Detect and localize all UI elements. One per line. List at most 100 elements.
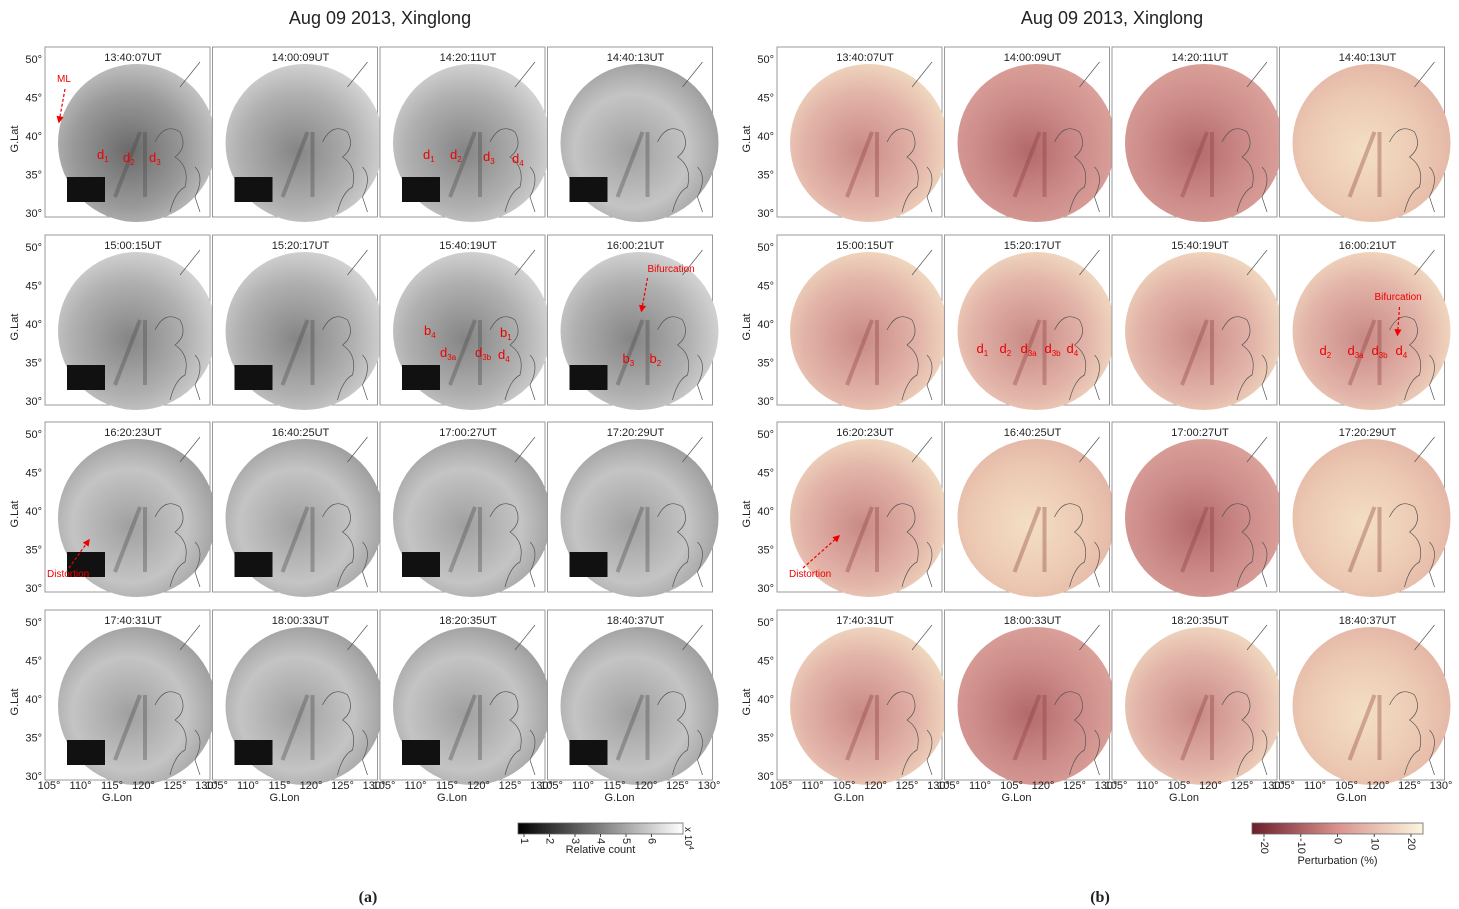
lat-tick-label: 35° [757, 733, 774, 745]
tile: 13:40:07UT [777, 47, 948, 222]
lat-tick-label: 40° [25, 319, 42, 331]
lon-tick-label: 125° [499, 780, 522, 792]
lat-tick-label: 40° [757, 694, 774, 706]
annotation-sub: 4 [519, 159, 524, 168]
panel-label: (b) [1090, 889, 1110, 906]
time-label: 14:40:13UT [607, 52, 665, 64]
colorbar-tick-label: 10 [1368, 838, 1380, 850]
annotation-text: d [1396, 343, 1403, 358]
colorbar [1252, 823, 1423, 834]
lon-tick-label: 120° [132, 780, 155, 792]
annotation-text: b [500, 325, 507, 340]
lat-tick-label: 45° [757, 656, 774, 668]
lat-tick-label: 40° [25, 694, 42, 706]
annotation-text: d [1067, 341, 1074, 356]
lon-tick-label: 105° [770, 780, 793, 792]
tile: 17:00:27UT [380, 422, 551, 597]
annotation-text: d [1320, 343, 1327, 358]
annotation-sub: 2 [1327, 351, 1332, 360]
lat-tick-label: 30° [757, 208, 774, 220]
tile: 14:40:13UT [1280, 47, 1451, 222]
colorbar-tick-label: 0 [1332, 838, 1344, 844]
x-axis-label: G.Lon [834, 792, 864, 804]
tile: 18:20:35UT [1112, 610, 1283, 785]
lat-tick-label: 35° [757, 358, 774, 370]
annotation-sub: 1 [984, 349, 989, 358]
colorbar-tick-label: 1 [518, 838, 530, 844]
tile: 18:00:33UT [945, 610, 1116, 785]
lon-tick-label: 110° [802, 780, 824, 792]
lat-tick-label: 45° [25, 93, 42, 105]
annotation-text: Bifurcation [1375, 292, 1422, 303]
lat-tick-label: 45° [25, 468, 42, 480]
lon-tick-label: 115° [436, 780, 458, 792]
lat-tick-label: 35° [25, 358, 42, 370]
time-label: 17:40:31UT [104, 615, 162, 627]
mask-corner [402, 177, 440, 202]
annotation-text: Distortion [47, 569, 89, 580]
multiplier-base: x 10 [682, 827, 693, 846]
mask-corner [570, 740, 608, 765]
annotation-text: d [450, 147, 457, 162]
time-label: 16:40:25UT [272, 427, 330, 439]
x-axis-label: G.Lon [270, 792, 300, 804]
panel-title: Aug 09 2013, Xinglong [289, 8, 471, 28]
tile: 16:00:21UTBifurcationb3b2 [548, 235, 719, 410]
lon-tick-label: 115° [269, 780, 291, 792]
time-label: 17:20:29UT [1339, 427, 1397, 439]
time-label: 18:00:33UT [272, 615, 330, 627]
time-label: 16:20:23UT [104, 427, 162, 439]
lat-tick-label: 40° [25, 506, 42, 518]
annotation-text: d [97, 147, 104, 162]
mask-corner [67, 365, 105, 390]
lat-tick-label: 50° [757, 242, 774, 254]
lon-tick-label: 110° [237, 780, 259, 792]
annotation-text: d [440, 345, 447, 360]
lon-tick-label: 120° [1367, 780, 1390, 792]
lon-tick-label: 120° [1032, 780, 1055, 792]
y-axis-label: G.Lat [741, 689, 753, 716]
annotation-sub: 3b [482, 353, 491, 362]
lat-tick-label: 40° [757, 131, 774, 143]
mask-corner [67, 740, 105, 765]
tile: 16:40:25UT [213, 422, 384, 597]
colorbar-label: Perturbation (%) [1297, 855, 1377, 867]
time-label: 16:00:21UT [1339, 240, 1397, 252]
colorbar-tick-label: -10 [1295, 838, 1307, 854]
time-label: 18:20:35UT [1171, 615, 1229, 627]
tile: 18:40:37UT [548, 610, 719, 785]
lat-tick-label: 30° [25, 583, 42, 595]
time-label: 14:40:13UT [1339, 52, 1397, 64]
lat-tick-label: 30° [25, 208, 42, 220]
lat-tick-label: 40° [757, 319, 774, 331]
y-axis-label: G.Lat [741, 314, 753, 341]
time-label: 16:40:25UT [1004, 427, 1062, 439]
tile: 18:40:37UT [1280, 610, 1451, 785]
time-label: 15:00:15UT [104, 240, 162, 252]
tile: 13:40:07UTMLd1d2d3 [45, 47, 216, 222]
annotation-text: Distortion [789, 569, 831, 580]
lon-tick-label: 125° [1063, 780, 1086, 792]
lon-tick-label: 130° [1430, 780, 1453, 792]
tile: 14:20:11UT [1112, 47, 1283, 222]
lat-tick-label: 35° [25, 733, 42, 745]
annotation-text: d [498, 347, 505, 362]
mask-corner [235, 365, 273, 390]
time-label: 17:40:31UT [836, 615, 894, 627]
lat-tick-label: 35° [25, 170, 42, 182]
mask-corner [235, 552, 273, 577]
time-label: 18:20:35UT [439, 615, 497, 627]
lat-tick-label: 30° [25, 396, 42, 408]
lon-tick-label: 115° [101, 780, 123, 792]
x-axis-label: G.Lon [1002, 792, 1032, 804]
time-label: 18:40:37UT [607, 615, 665, 627]
lon-tick-label: 120° [635, 780, 658, 792]
lat-tick-label: 45° [757, 93, 774, 105]
lon-tick-label: 125° [331, 780, 354, 792]
tile: 16:20:23UT Distortion [45, 422, 216, 597]
lon-tick-label: 125° [1398, 780, 1421, 792]
y-axis-label: G.Lat [9, 501, 21, 528]
annotation-text: d [512, 151, 519, 166]
tile: 15:20:17UTd1d2d3ad3bd4 [945, 235, 1116, 410]
panel-title: Aug 09 2013, Xinglong [1021, 8, 1203, 28]
